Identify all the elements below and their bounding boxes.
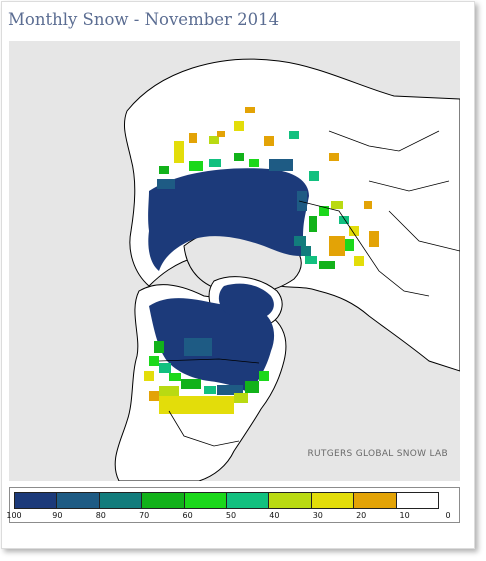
snow-cell: [369, 231, 379, 247]
snow-cell: [364, 201, 372, 209]
legend-tick-10: 10: [399, 511, 410, 520]
snow-cell: [144, 371, 154, 381]
snow-cell: [269, 159, 293, 171]
snow-cell: [159, 386, 179, 396]
snow-cell: [159, 396, 234, 414]
snow-cell: [204, 386, 216, 394]
snow-cell: [174, 141, 184, 163]
snow-cell: [301, 246, 311, 256]
country-borders: [368, 180, 460, 252]
legend-tick-30: 30: [312, 511, 323, 520]
snow-cell: [329, 153, 339, 161]
legend-swatch-90-100: [14, 492, 58, 509]
snow-cell: [184, 338, 212, 356]
snow-cell: [329, 236, 345, 256]
snow-cell: [209, 159, 221, 167]
snow-cell: [245, 381, 259, 393]
snow-cell: [169, 373, 181, 381]
snow-cell: [154, 341, 164, 353]
snow-cell: [264, 136, 274, 146]
snow-cell: [157, 179, 175, 189]
legend-tick-20: 20: [356, 511, 367, 520]
snow-cell: [181, 379, 201, 389]
snow-cell: [319, 261, 335, 269]
map-title: Monthly Snow - November 2014: [8, 10, 280, 29]
legend-swatch-70-80: [98, 492, 143, 509]
snow-cell: [149, 356, 159, 366]
snow-cover-map: RUTGERS GLOBAL SNOW LAB: [9, 41, 460, 481]
snow-cell: [159, 363, 171, 373]
snow-cell: [309, 171, 319, 181]
snow-cell: [305, 256, 317, 264]
legend-tick-labels: 100 90 80 70 60 50 40 30 20 10 0: [6, 511, 451, 523]
snow-cell: [245, 107, 255, 113]
snow-cell: [339, 216, 349, 224]
legend-tick-40: 40: [269, 511, 280, 520]
snow-cell: [344, 239, 354, 251]
legend-swatch-0-10: [395, 492, 439, 509]
legend-swatch-20-30: [310, 492, 355, 509]
snow-cell: [159, 166, 169, 174]
snow-cell: [294, 236, 306, 246]
us-canada-border: [158, 358, 260, 364]
snow-cell: [209, 136, 219, 144]
legend-tick-100: 100: [6, 511, 22, 520]
snow-cell: [354, 256, 364, 266]
snow-cell: [234, 393, 248, 403]
legend-tick-0: 0: [445, 511, 451, 520]
snow-cell: [331, 201, 343, 209]
polar-projection-map: [9, 41, 460, 481]
country-borders: [168, 410, 240, 447]
legend-tick-50: 50: [225, 511, 237, 520]
snow-cell: [217, 385, 243, 395]
legend-swatch-50-60: [183, 492, 227, 509]
snow-cell: [297, 191, 307, 211]
country-borders: [328, 130, 440, 152]
legend-swatch-60-70: [141, 492, 185, 509]
legend-swatch-10-20: [353, 492, 397, 509]
snow-cell: [309, 216, 317, 232]
snow-cell: [189, 161, 203, 171]
snow-cover-greenland-100: [218, 283, 274, 320]
legend-tick-80: 80: [95, 511, 106, 520]
snow-cell: [319, 206, 329, 216]
snow-cell: [217, 131, 225, 137]
legend-tick-90: 90: [52, 511, 63, 520]
legend-swatch-30-40: [268, 492, 312, 509]
country-borders: [298, 200, 430, 297]
snow-cell: [249, 159, 259, 167]
snow-cell: [149, 391, 159, 401]
legend-tick-60: 60: [182, 511, 193, 520]
legend-swatch-40-50: [225, 492, 270, 509]
snow-cell: [349, 226, 359, 236]
legend-swatch-80-90: [56, 492, 100, 509]
credit-label: RUTGERS GLOBAL SNOW LAB: [307, 449, 448, 459]
snow-cell: [259, 371, 269, 381]
snow-cell: [189, 133, 197, 143]
legend-tick-70: 70: [139, 511, 150, 520]
legend-colorbar: [14, 492, 439, 509]
snow-legend: 100 90 80 70 60 50 40 30 20 10 0: [6, 487, 460, 523]
snow-cell: [234, 121, 244, 131]
snow-cell: [234, 153, 244, 161]
snow-cell: [289, 131, 299, 139]
snow-map-panel: Monthly Snow - November 2014: [1, 1, 475, 549]
snow-cover-eurasia-100: [148, 168, 309, 271]
